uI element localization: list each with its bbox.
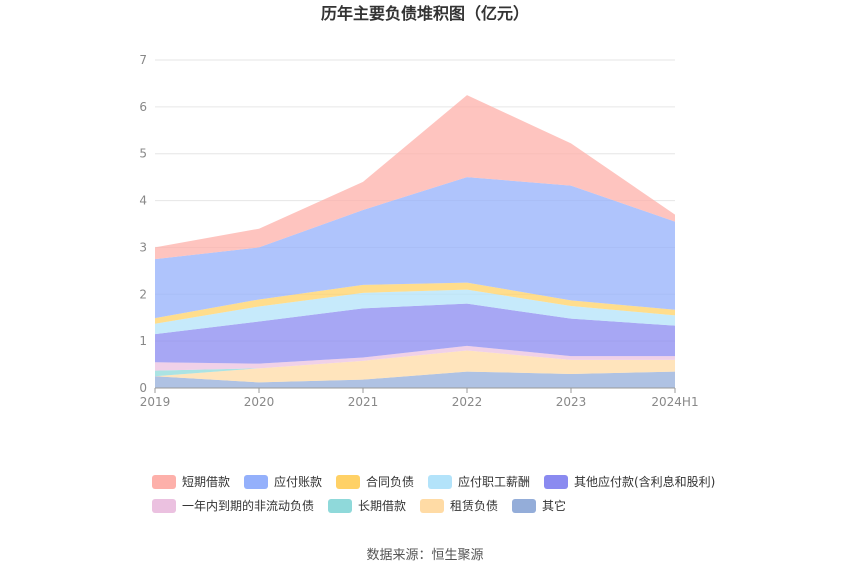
- y-tick-label: 0: [139, 381, 147, 395]
- area-series-6: [155, 282, 675, 324]
- y-tick-label: 1: [139, 334, 147, 348]
- legend-swatch: [336, 475, 360, 489]
- y-tick-label: 7: [139, 53, 147, 67]
- legend-item[interactable]: 短期借款: [152, 475, 230, 489]
- y-tick-label: 3: [139, 240, 147, 254]
- legend-swatch: [152, 475, 176, 489]
- legend-swatch: [512, 499, 536, 513]
- legend-label: 其它: [542, 498, 566, 513]
- legend-label: 应付账款: [274, 474, 322, 489]
- legend-swatch: [244, 475, 268, 489]
- legend: 短期借款 应付账款 合同负债 应付职工薪酬 其他应付款(含利息和股利) 一年内到期的非流动…: [152, 474, 715, 513]
- x-tick-label: 2022: [452, 395, 483, 409]
- area-series-1: [155, 350, 675, 383]
- legend-item[interactable]: 一年内到期的非流动负债: [152, 498, 314, 513]
- y-tick-label: 6: [139, 100, 147, 114]
- y-tick-label: 2: [139, 287, 147, 301]
- legend-swatch: [428, 475, 452, 489]
- area-series-7: [155, 177, 675, 319]
- y-tick-label: 5: [139, 147, 147, 161]
- chart-title: 历年主要负债堆积图（亿元）: [321, 4, 529, 23]
- x-tick-label: 2020: [244, 395, 275, 409]
- legend-swatch: [328, 499, 352, 513]
- x-tick-label: 2021: [348, 395, 379, 409]
- legend-label: 租赁负债: [450, 499, 498, 513]
- legend-label: 合同负债: [366, 474, 414, 489]
- legend-item[interactable]: 其他应付款(含利息和股利): [544, 474, 715, 489]
- legend-item[interactable]: 合同负债: [336, 474, 414, 489]
- data-source: 数据来源：恒生聚源: [366, 548, 483, 563]
- legend-swatch: [544, 475, 568, 489]
- legend-swatch: [420, 499, 444, 513]
- y-tick-label: 4: [139, 194, 147, 208]
- legend-item[interactable]: 租赁负债: [420, 499, 498, 513]
- area-series-0: [155, 371, 675, 388]
- area-series-4: [155, 303, 675, 364]
- area-series-8: [155, 95, 675, 260]
- legend-item[interactable]: 其它: [512, 498, 566, 513]
- x-tick-label: 2024H1: [651, 395, 698, 409]
- area-series-3: [155, 345, 675, 371]
- legend-item[interactable]: 应付职工薪酬: [428, 474, 530, 489]
- legend-label: 应付职工薪酬: [458, 474, 530, 489]
- legend-label: 其他应付款(含利息和股利): [574, 474, 715, 489]
- area-series: [155, 95, 675, 388]
- legend-item[interactable]: 应付账款: [244, 474, 322, 489]
- legend-label: 短期借款: [182, 475, 230, 489]
- legend-label: 一年内到期的非流动负债: [182, 498, 314, 513]
- legend-item[interactable]: 长期借款: [328, 499, 406, 513]
- x-tick-label: 2023: [556, 395, 587, 409]
- x-tick-label: 2019: [140, 395, 171, 409]
- legend-label: 长期借款: [358, 499, 406, 513]
- axes: 0 1 2 3 4 5 6 7 2019 2020 2021 2022 2023 2024H1: [139, 53, 698, 409]
- area-series-5: [155, 289, 675, 335]
- legend-swatch: [152, 499, 176, 513]
